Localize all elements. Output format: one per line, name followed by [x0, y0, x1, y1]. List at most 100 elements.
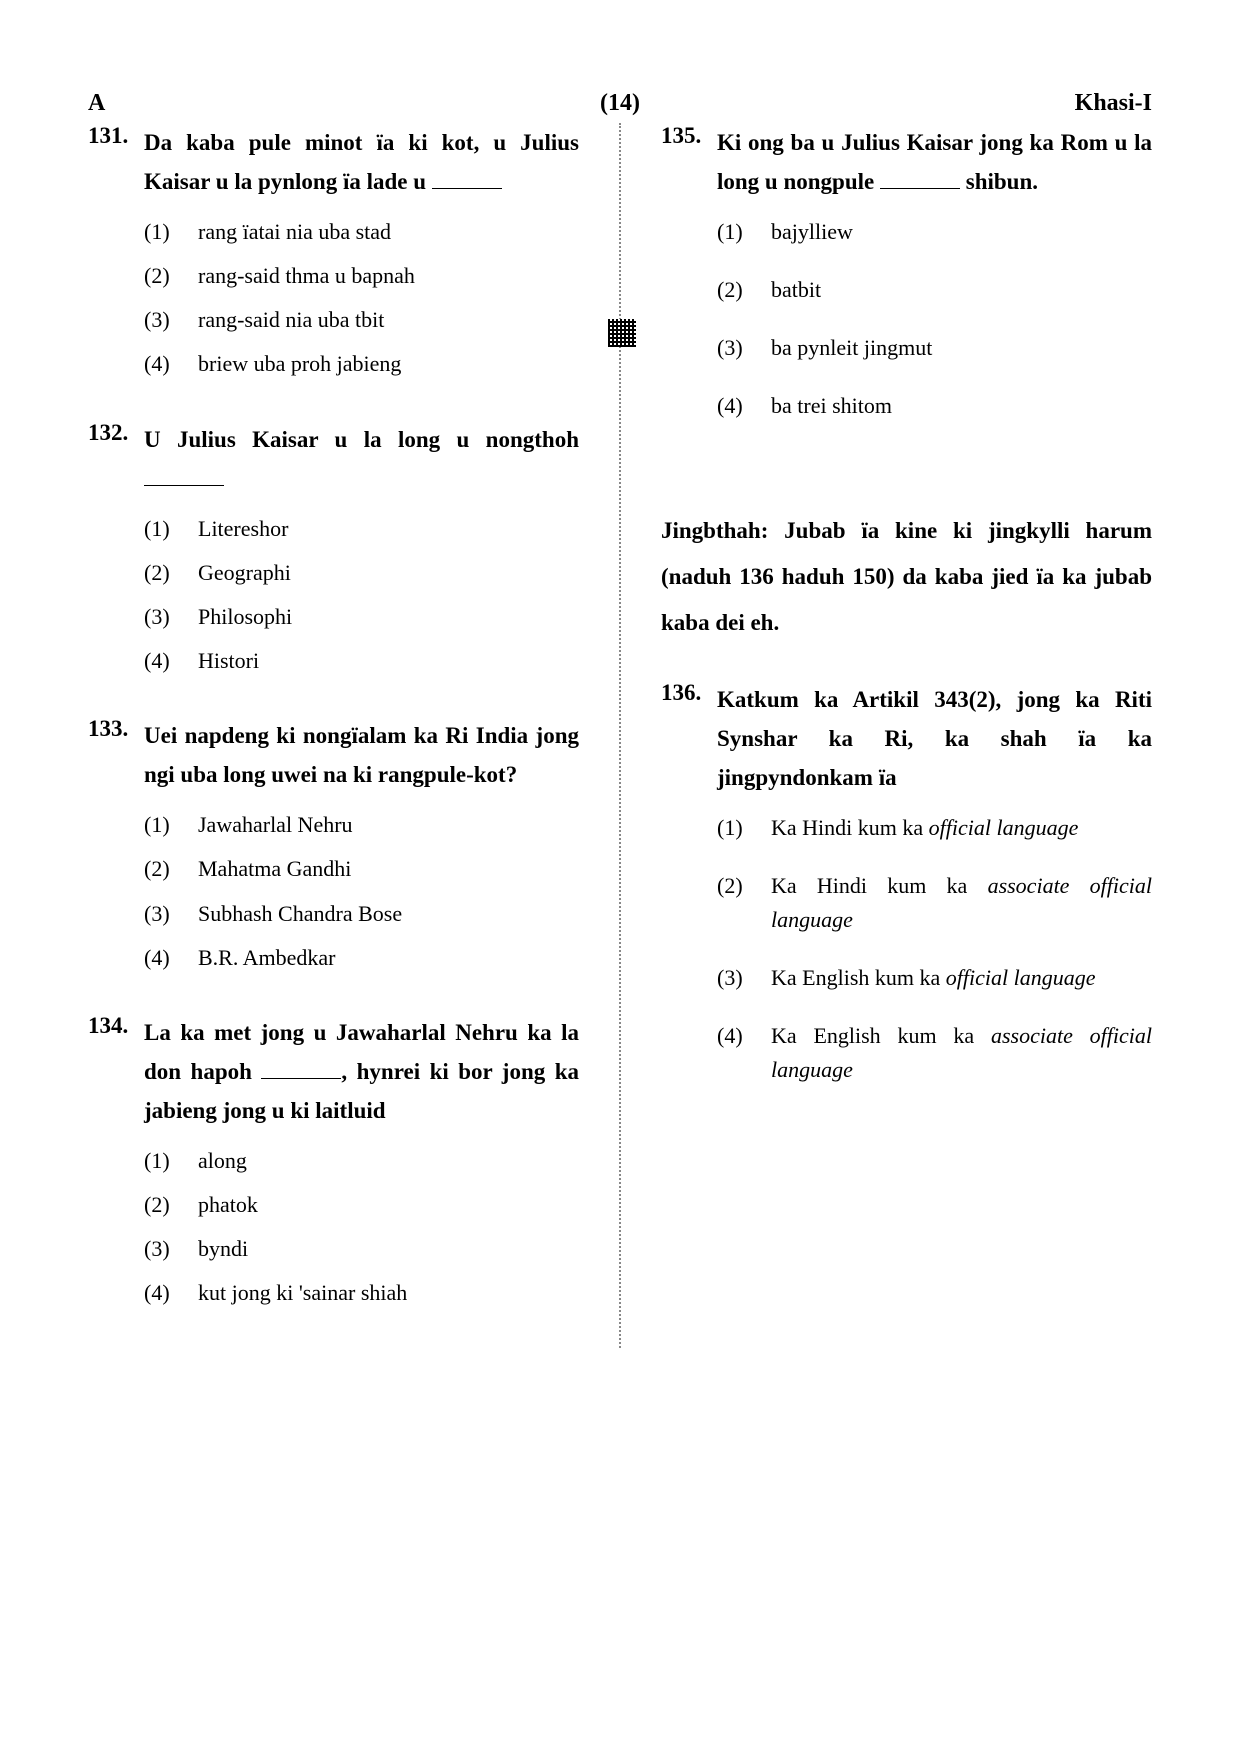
question: 133.Uei napdeng ki nongïalam ka Ri India… [88, 716, 579, 985]
left-column: 131.Da kaba pule minot ïa ki kot, u Juli… [88, 123, 579, 1348]
option-number: (1) [717, 215, 771, 249]
question-text: Ki ong ba u Julius Kaisar jong ka Rom u … [717, 123, 1152, 201]
option: (3)rang-said nia uba tbit [144, 303, 579, 337]
question-body: La ka met jong u Jawaharlal Nehru ka la … [144, 1013, 579, 1321]
question: 136.Katkum ka Artikil 343(2), jong ka Ri… [661, 680, 1152, 1112]
option-number: (4) [717, 389, 771, 423]
question-text: La ka met jong u Jawaharlal Nehru ka la … [144, 1013, 579, 1130]
options-list: (1)Ka Hindi kum ka official language(2)K… [717, 811, 1152, 1088]
option-text: Mahatma Gandhi [198, 852, 579, 886]
option-number: (2) [144, 556, 198, 590]
option-text: Histori [198, 644, 579, 678]
option-text: Ka English kum ka official language [771, 961, 1152, 995]
option-number: (3) [717, 331, 771, 365]
question-body: Uei napdeng ki nongïalam ka Ri India jon… [144, 716, 579, 985]
option-number: (2) [717, 273, 771, 307]
option: (3)Subhash Chandra Bose [144, 897, 579, 931]
header-subject: Khasi-I [797, 90, 1152, 117]
question-body: Katkum ka Artikil 343(2), jong ka Riti S… [717, 680, 1152, 1112]
option: (1)Ka Hindi kum ka official language [717, 811, 1152, 845]
right-column: 135.Ki ong ba u Julius Kaisar jong ka Ro… [661, 123, 1152, 1348]
option-text: phatok [198, 1188, 579, 1222]
option: (1)Litereshor [144, 512, 579, 546]
question-text: U Julius Kaisar u la long u nongthoh [144, 420, 579, 498]
option-number: (2) [717, 869, 771, 937]
option: (3)Ka English kum ka official language [717, 961, 1152, 995]
options-list: (1)Litereshor(2)Geographi(3)Philosophi(4… [144, 512, 579, 678]
option-text: rang-said thma u bapnah [198, 259, 579, 293]
option: (2)phatok [144, 1188, 579, 1222]
option-text: ba trei shitom [771, 389, 1152, 423]
option-text: Ka Hindi kum ka official language [771, 811, 1152, 845]
option-text: Litereshor [198, 512, 579, 546]
question: 131.Da kaba pule minot ïa ki kot, u Juli… [88, 123, 579, 392]
option: (1)along [144, 1144, 579, 1178]
option: (2)rang-said thma u bapnah [144, 259, 579, 293]
option: (3)Philosophi [144, 600, 579, 634]
option-number: (2) [144, 1188, 198, 1222]
header-series: A [88, 90, 443, 117]
option-number: (3) [717, 961, 771, 995]
option-text: batbit [771, 273, 1152, 307]
option-number: (2) [144, 259, 198, 293]
option-text: bajylliew [771, 215, 1152, 249]
option-text: byndi [198, 1232, 579, 1266]
qr-code-icon [608, 319, 636, 347]
option-number: (4) [717, 1019, 771, 1087]
option-number: (1) [144, 808, 198, 842]
option: (3)ba pynleit jingmut [717, 331, 1152, 365]
question: 132.U Julius Kaisar u la long u nongthoh… [88, 420, 579, 689]
question-number: 135. [661, 123, 717, 448]
question-number: 136. [661, 680, 717, 1112]
option-text: Geographi [198, 556, 579, 590]
question-number: 133. [88, 716, 144, 985]
option-text: B.R. Ambedkar [198, 941, 579, 975]
option-number: (2) [144, 852, 198, 886]
options-list: (1)rang ïatai nia uba stad(2)rang-said t… [144, 215, 579, 381]
option-text: briew uba proh jabieng [198, 347, 579, 381]
question-number: 131. [88, 123, 144, 392]
options-list: (1)bajylliew(2)batbit(3)ba pynleit jingm… [717, 215, 1152, 423]
option: (4)B.R. Ambedkar [144, 941, 579, 975]
option: (4)kut jong ki 'sainar shiah [144, 1276, 579, 1310]
option-number: (1) [717, 811, 771, 845]
option-text: rang ïatai nia uba stad [198, 215, 579, 249]
option-text: along [198, 1144, 579, 1178]
question-number: 134. [88, 1013, 144, 1321]
option-text: Ka English kum ka associate official lan… [771, 1019, 1152, 1087]
option-number: (3) [144, 1232, 198, 1266]
option-text: Subhash Chandra Bose [198, 897, 579, 931]
option: (2)Ka Hindi kum ka associate official la… [717, 869, 1152, 937]
option: (3)byndi [144, 1232, 579, 1266]
option-number: (1) [144, 512, 198, 546]
option-text: Jawaharlal Nehru [198, 808, 579, 842]
option: (4)Histori [144, 644, 579, 678]
option: (2)Geographi [144, 556, 579, 590]
option: (4)briew uba proh jabieng [144, 347, 579, 381]
question-body: Da kaba pule minot ïa ki kot, u Julius K… [144, 123, 579, 392]
column-divider [619, 123, 621, 1348]
question-text: Uei napdeng ki nongïalam ka Ri India jon… [144, 716, 579, 794]
option: (1)bajylliew [717, 215, 1152, 249]
page-header: A (14) Khasi-I [88, 90, 1152, 117]
option-number: (3) [144, 600, 198, 634]
option: (4)ba trei shitom [717, 389, 1152, 423]
question-body: Ki ong ba u Julius Kaisar jong ka Rom u … [717, 123, 1152, 448]
content-columns: 131.Da kaba pule minot ïa ki kot, u Juli… [88, 123, 1152, 1348]
question: 134.La ka met jong u Jawaharlal Nehru ka… [88, 1013, 579, 1321]
option-number: (1) [144, 215, 198, 249]
header-page-number: (14) [443, 90, 798, 117]
option-text: rang-said nia uba tbit [198, 303, 579, 337]
option: (4)Ka English kum ka associate official … [717, 1019, 1152, 1087]
option-number: (3) [144, 303, 198, 337]
question: 135.Ki ong ba u Julius Kaisar jong ka Ro… [661, 123, 1152, 448]
question-text: Katkum ka Artikil 343(2), jong ka Riti S… [717, 680, 1152, 797]
options-list: (1)along(2)phatok(3)byndi(4)kut jong ki … [144, 1144, 579, 1310]
option: (2)batbit [717, 273, 1152, 307]
option-number: (4) [144, 347, 198, 381]
question-text: Da kaba pule minot ïa ki kot, u Julius K… [144, 123, 579, 201]
option-text: Ka Hindi kum ka associate official langu… [771, 869, 1152, 937]
option: (1)rang ïatai nia uba stad [144, 215, 579, 249]
option-number: (1) [144, 1144, 198, 1178]
options-list: (1)Jawaharlal Nehru(2)Mahatma Gandhi (3)S… [144, 808, 579, 974]
